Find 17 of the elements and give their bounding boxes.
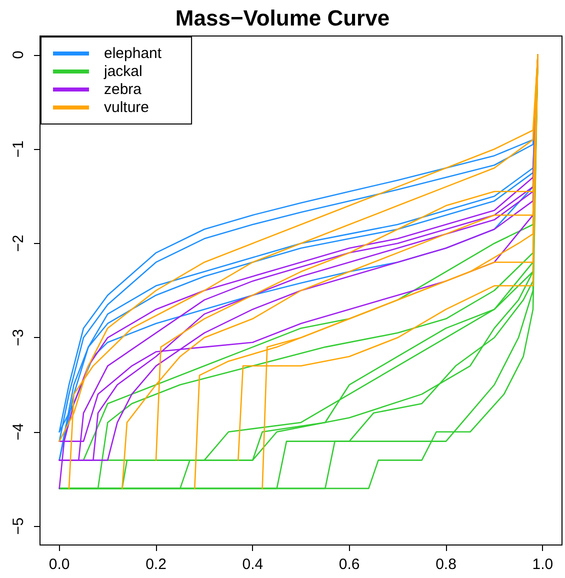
- x-tick-label: 0.4: [242, 556, 264, 573]
- y-tick-label: −5: [10, 518, 27, 535]
- y-tick-label: −4: [10, 423, 27, 440]
- x-tick-label: 0.2: [146, 556, 166, 573]
- x-tick-label: 0.6: [338, 556, 360, 573]
- y-tick-label: −2: [10, 234, 27, 252]
- legend-label: zebra: [104, 81, 142, 98]
- y-tick-label: −1: [10, 140, 27, 158]
- y-tick-label: −3: [10, 329, 27, 346]
- x-tick-label: 0.0: [48, 556, 70, 573]
- x-tick-label: 0.8: [436, 556, 456, 573]
- y-tick-label: 0: [10, 50, 27, 60]
- legend-label: vulture: [104, 99, 150, 116]
- x-tick-label: 1.0: [532, 556, 554, 573]
- legend-label: elephant: [104, 45, 162, 62]
- legend-label: jackal: [103, 63, 142, 80]
- chart-title: Mass−Volume Curve: [175, 6, 390, 30]
